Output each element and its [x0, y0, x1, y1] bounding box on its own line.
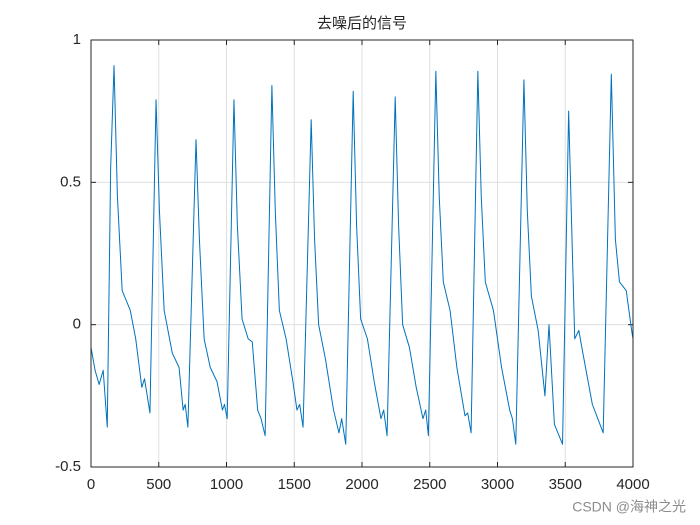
chart-title: 去噪后的信号: [317, 15, 407, 32]
x-tick-label: 3500: [549, 476, 582, 493]
y-tick-label: 0: [73, 316, 81, 333]
x-tick-label: 4000: [616, 476, 649, 493]
x-tick-label: 0: [87, 476, 95, 493]
y-tick-label: 1: [73, 31, 81, 48]
x-tick-label: 500: [146, 476, 171, 493]
data-line: [90, 65, 634, 445]
watermark: CSDN @海神之光: [572, 499, 686, 515]
x-tick-label: 2000: [345, 476, 378, 493]
x-tick-label: 2500: [413, 476, 446, 493]
axes-box: [90, 39, 634, 468]
x-tick-label: 1500: [278, 476, 311, 493]
x-tick-label: 1000: [210, 476, 243, 493]
y-tick-label: -0.5: [55, 458, 81, 475]
x-tick-label: 3000: [481, 476, 514, 493]
y-tick-label: 0.5: [60, 173, 81, 190]
